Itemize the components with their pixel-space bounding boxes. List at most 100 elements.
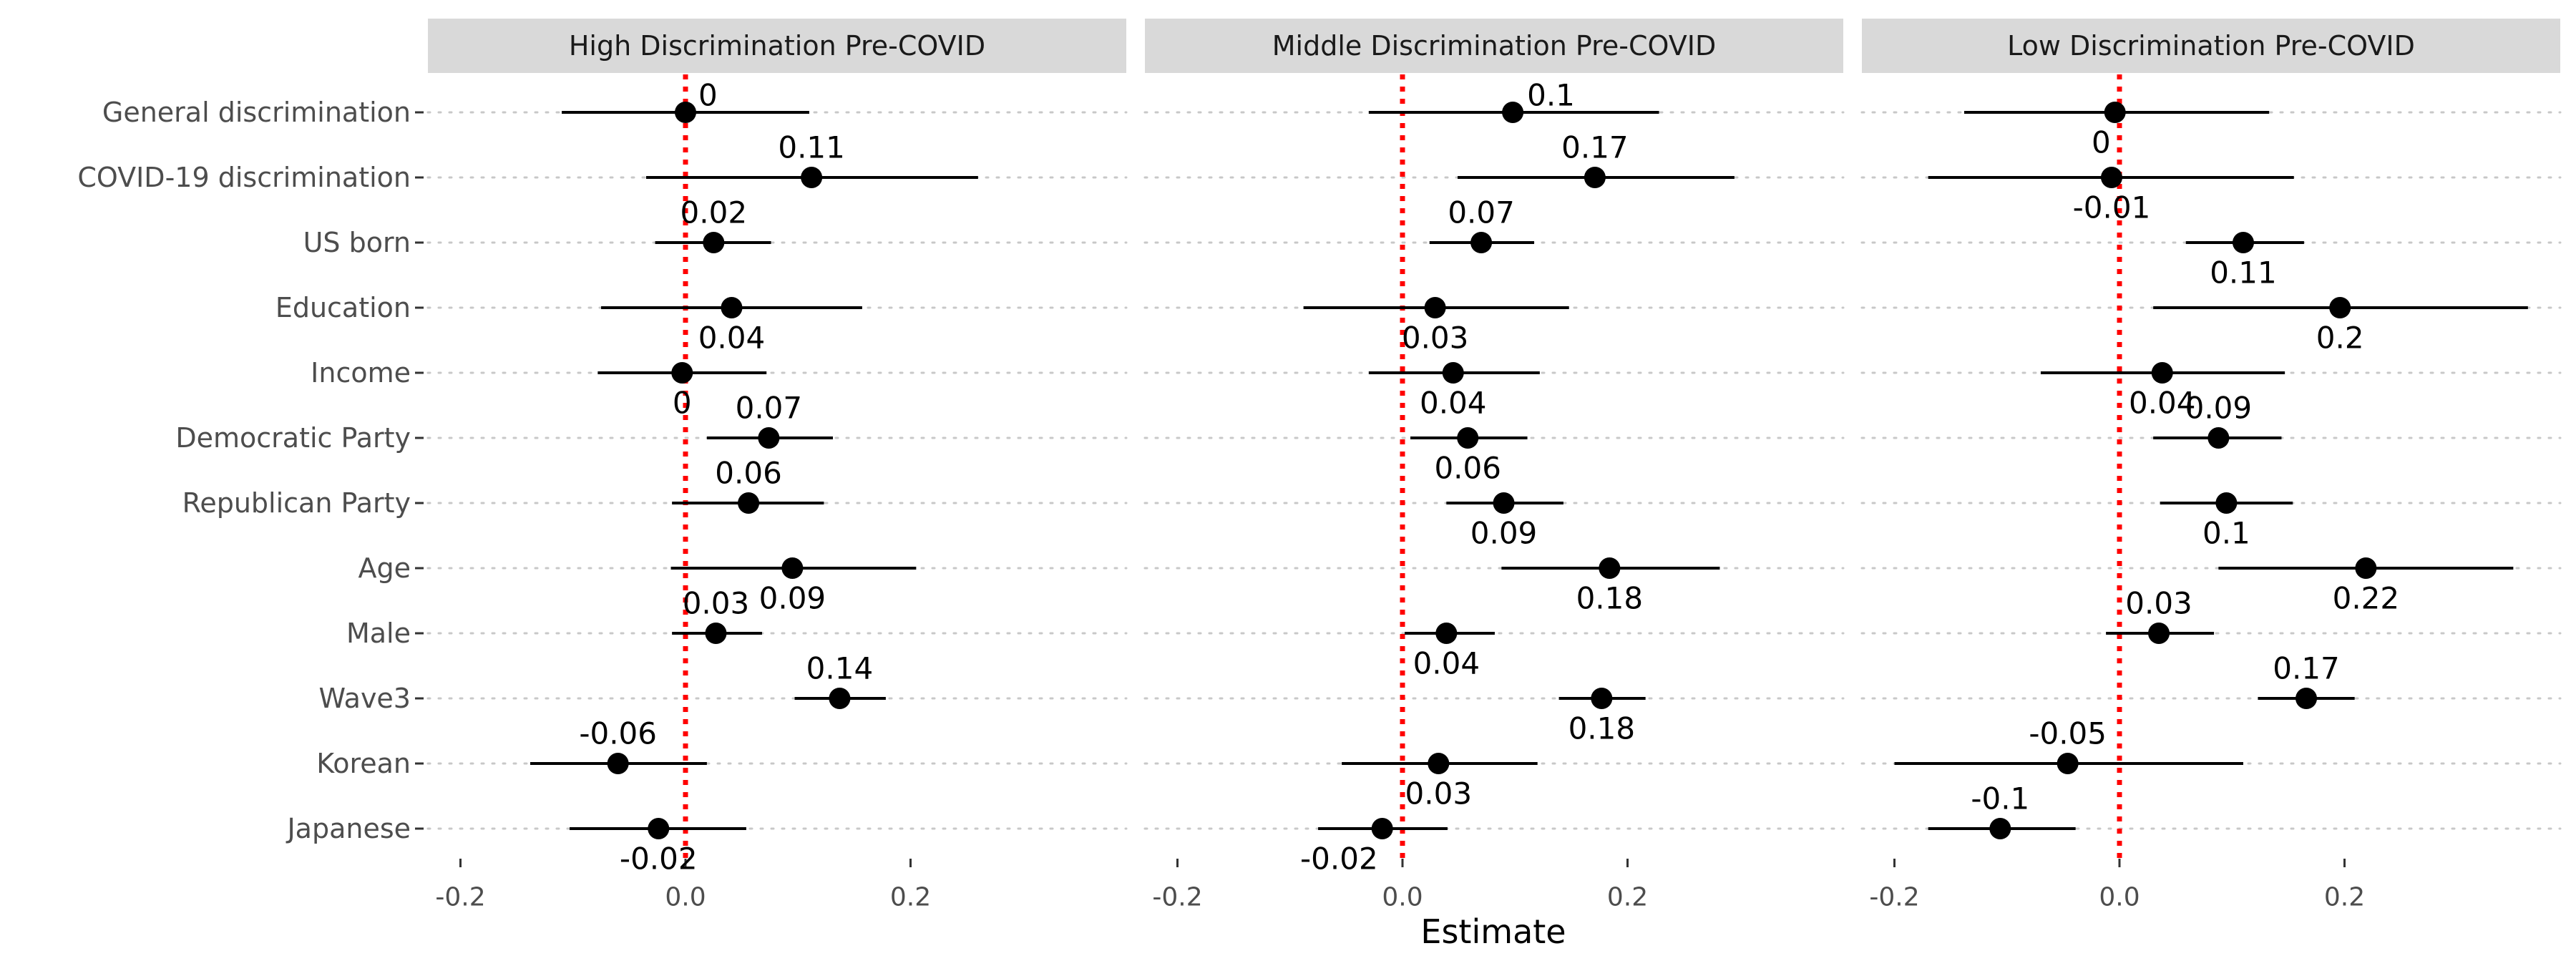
x-tick-label: 0.0 (1382, 883, 1423, 912)
estimate-point (2215, 492, 2238, 514)
data-label: 0.06 (715, 456, 782, 491)
estimate-point (1591, 688, 1613, 709)
x-tick-label: 0.2 (890, 883, 931, 912)
data-label: 0.09 (1470, 516, 1538, 551)
x-tick-label: -0.2 (1869, 883, 1919, 912)
data-label: 0.04 (1413, 646, 1480, 681)
data-label: 0.06 (1434, 451, 1501, 486)
data-label: 0.02 (680, 195, 748, 230)
data-label: 0.22 (2333, 581, 2400, 616)
category-label: Age (358, 552, 411, 584)
category-label: Korean (316, 748, 411, 779)
x-tick-label: 0.0 (2099, 883, 2140, 912)
estimate-point (2104, 102, 2126, 123)
estimate-point (1989, 818, 2011, 839)
data-label: 0.09 (2185, 391, 2253, 426)
x-tick-label: 0.0 (665, 883, 706, 912)
estimate-point (675, 102, 696, 123)
data-label: 0.11 (2210, 255, 2277, 291)
data-label: 0.1 (1527, 78, 1575, 113)
x-tick-label: -0.2 (435, 883, 485, 912)
data-label: 0.18 (1576, 581, 1644, 616)
category-label: General discrimination (102, 97, 411, 128)
estimate-point (2355, 557, 2377, 579)
estimate-point (2057, 753, 2079, 774)
estimate-point (738, 492, 760, 514)
estimate-point (671, 362, 693, 384)
category-label: Male (346, 618, 411, 649)
category-label: COVID-19 discrimination (77, 162, 411, 193)
estimate-point (2148, 623, 2170, 644)
estimate-point (721, 297, 743, 318)
panel-strip (1862, 19, 2560, 73)
estimate-point (2232, 232, 2254, 253)
data-label: 0 (673, 386, 692, 421)
estimate-point (607, 753, 629, 774)
estimate-point (1435, 623, 1458, 644)
category-label: Income (311, 357, 411, 389)
estimate-point (1599, 557, 1621, 579)
data-label: 0.03 (2125, 586, 2192, 621)
data-label: -0.06 (579, 716, 657, 751)
panel-strip (428, 19, 1126, 73)
estimate-point (1584, 167, 1606, 188)
category-label: Wave3 (319, 683, 411, 714)
category-label: US born (303, 227, 411, 258)
estimate-point (829, 688, 851, 709)
data-label: 0.04 (2129, 386, 2196, 421)
data-label: 0.03 (683, 586, 750, 621)
estimate-point (2100, 167, 2122, 188)
data-label: 0.1 (2202, 516, 2250, 551)
data-label: 0.04 (698, 321, 766, 356)
estimate-point (758, 427, 780, 449)
category-label: Republican Party (182, 487, 411, 519)
panel-title: Low Discrimination Pre-COVID (2007, 30, 2415, 62)
x-axis-title: Estimate (1420, 912, 1566, 951)
data-label: -0.1 (1971, 781, 2029, 816)
estimate-point (1502, 102, 1524, 123)
estimate-point (1428, 753, 1450, 774)
data-label: -0.05 (2029, 716, 2107, 751)
estimate-point (1442, 362, 1464, 384)
estimate-point (781, 557, 804, 579)
estimate-point (2296, 688, 2318, 709)
estimate-point (703, 232, 725, 253)
estimate-point (1470, 232, 1493, 253)
estimate-point (648, 818, 670, 839)
category-label: Democratic Party (175, 422, 411, 454)
data-label: 0 (698, 78, 718, 113)
x-tick-label: -0.2 (1152, 883, 1202, 912)
panel-title: Middle Discrimination Pre-COVID (1272, 30, 1716, 62)
data-label: 0.03 (1405, 776, 1473, 811)
panel-strip (1145, 19, 1843, 73)
data-label: -0.01 (2073, 190, 2151, 225)
data-label: 0.17 (2273, 651, 2340, 686)
estimate-point (1457, 427, 1479, 449)
x-tick-label: 0.2 (2324, 883, 2365, 912)
data-label: 0 (2092, 125, 2111, 160)
data-label: 0.07 (1448, 195, 1515, 230)
data-label: 0.14 (806, 651, 874, 686)
estimate-point (2151, 362, 2173, 384)
data-label: 0.17 (1561, 130, 1629, 165)
data-label: 0.09 (759, 581, 826, 616)
estimate-point (1371, 818, 1393, 839)
estimate-point (2207, 427, 2230, 449)
data-label: -0.02 (620, 841, 698, 877)
data-label: 0.18 (1568, 711, 1636, 746)
data-label: 0.07 (736, 391, 803, 426)
estimate-point (705, 623, 727, 644)
panel-title: High Discrimination Pre-COVID (569, 30, 985, 62)
data-label: -0.02 (1300, 841, 1378, 877)
data-label: 0.04 (1420, 386, 1487, 421)
estimate-point (1424, 297, 1446, 318)
estimate-point (801, 167, 823, 188)
category-label: Education (275, 292, 411, 323)
estimate-point (1493, 492, 1515, 514)
category-label: Japanese (286, 813, 411, 844)
x-tick-label: 0.2 (1607, 883, 1648, 912)
data-label: 0.03 (1402, 321, 1469, 356)
data-label: 0.2 (2316, 321, 2364, 356)
data-label: 0.11 (778, 130, 845, 165)
